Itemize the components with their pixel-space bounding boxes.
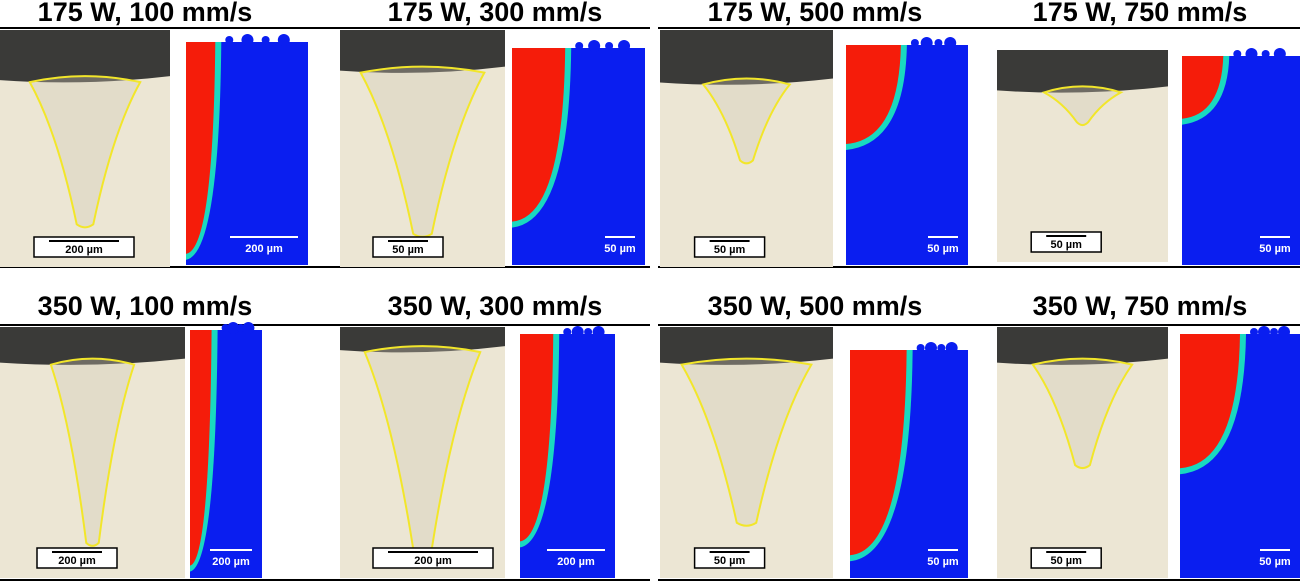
- simulation-scale-label: 50 µm: [927, 556, 959, 568]
- spatter: [1250, 328, 1258, 336]
- micrograph-dark-region: [660, 30, 833, 85]
- panel-title: 175 W, 100 mm/s: [38, 0, 253, 27]
- panel: 350 W, 300 mm/s 200 µm 200 µm: [340, 291, 615, 578]
- simulation-scale-label: 50 µm: [1259, 556, 1291, 568]
- simulation-scale-label: 200 µm: [212, 556, 250, 568]
- spatter: [937, 344, 946, 352]
- spatter: [1258, 326, 1270, 338]
- melt-pool-outline: [1031, 357, 1134, 470]
- spatter: [277, 34, 290, 46]
- spatter: [1278, 326, 1290, 338]
- spatter: [1245, 48, 1258, 60]
- melt-pool-outline: [680, 357, 813, 527]
- spatter: [584, 328, 593, 336]
- simulation-scale-label: 200 µm: [245, 243, 283, 255]
- simulation-liquid: [846, 45, 901, 144]
- spatter: [618, 40, 631, 52]
- panel-title: 350 W, 300 mm/s: [388, 291, 603, 321]
- spatter: [575, 42, 584, 50]
- micrograph-scale-label: 200 µm: [65, 244, 103, 256]
- micrograph-dark-region: [340, 327, 505, 353]
- spatter: [571, 326, 584, 338]
- micrograph-dark-region: [340, 30, 505, 73]
- micrograph-dark-region: [997, 50, 1168, 93]
- micrograph-dark-region: [660, 327, 833, 365]
- melt-pool-outline: [28, 75, 142, 229]
- spatter: [1273, 48, 1286, 60]
- spatter: [944, 37, 957, 49]
- micrograph-scale-label: 200 µm: [414, 555, 452, 567]
- spatter: [225, 36, 234, 44]
- spatter: [1233, 50, 1242, 58]
- spatter: [1270, 328, 1278, 336]
- spatter: [910, 39, 919, 47]
- micrograph: [997, 327, 1168, 578]
- melt-pool-outline: [1041, 85, 1124, 127]
- simulation-liquid: [850, 350, 907, 556]
- spatter: [592, 326, 605, 338]
- panel-title: 350 W, 500 mm/s: [708, 291, 923, 321]
- spatter: [934, 39, 943, 47]
- spatter: [588, 40, 601, 52]
- panel: 175 W, 750 mm/s 50 µm 50 µm: [997, 0, 1300, 265]
- panel: 350 W, 500 mm/s 50 µm 50 µm: [660, 291, 968, 578]
- micrograph: [340, 327, 505, 578]
- simulation-liquid: [520, 334, 554, 542]
- melt-pool-outline: [49, 357, 136, 547]
- panel-title: 175 W, 500 mm/s: [708, 0, 923, 27]
- micrograph-scale-label: 50 µm: [714, 244, 746, 256]
- spatter: [605, 42, 614, 50]
- panel: 350 W, 100 mm/s 200 µm 200 µm: [0, 291, 262, 578]
- micrograph: [660, 327, 833, 578]
- simulation-liquid: [186, 42, 216, 254]
- simulation-liquid: [512, 48, 566, 222]
- micrograph-scale-label: 50 µm: [1050, 555, 1082, 567]
- panel-title: 350 W, 750 mm/s: [1033, 291, 1248, 321]
- micrograph-scale-label: 200 µm: [58, 555, 96, 567]
- simulation-scale-label: 50 µm: [927, 243, 959, 255]
- panel-title: 175 W, 750 mm/s: [1033, 0, 1248, 27]
- micrograph: [0, 327, 185, 578]
- micrograph-dark-region: [0, 327, 185, 365]
- spatter: [227, 322, 240, 334]
- spatter: [242, 322, 255, 334]
- spatter: [261, 36, 270, 44]
- melt-pool-outline: [701, 77, 792, 165]
- panel: 350 W, 750 mm/s 50 µm 50 µm: [997, 291, 1300, 578]
- spatter: [945, 342, 958, 354]
- micrograph-scale-label: 50 µm: [392, 244, 424, 256]
- simulation-liquid: [1182, 56, 1224, 119]
- spatter: [241, 34, 254, 46]
- simulation-scale-label: 50 µm: [604, 243, 636, 255]
- micrograph-dark-region: [997, 327, 1168, 365]
- simulation-liquid: [1180, 334, 1240, 469]
- panel-title: 175 W, 300 mm/s: [388, 0, 603, 27]
- spatter: [924, 342, 937, 354]
- melt-pool-outline: [359, 65, 486, 238]
- spatter: [916, 344, 925, 352]
- melt-pool-outline: [363, 345, 482, 557]
- simulation-liquid: [190, 330, 212, 566]
- micrograph-dark-region: [0, 30, 170, 83]
- panel-title: 350 W, 100 mm/s: [38, 291, 253, 321]
- panel: 175 W, 500 mm/s 50 µm 50 µm: [660, 0, 968, 267]
- micrograph-scale-label: 50 µm: [714, 555, 746, 567]
- simulation-scale-label: 200 µm: [557, 556, 595, 568]
- simulation-scale-label: 50 µm: [1259, 243, 1291, 255]
- panel: 175 W, 100 mm/s 200 µm 200 µm: [0, 0, 308, 267]
- panel: 175 W, 300 mm/s 50 µm 50 µm: [340, 0, 645, 267]
- spatter: [563, 328, 572, 336]
- spatter: [1261, 50, 1270, 58]
- spatter: [920, 37, 933, 49]
- micrograph-scale-label: 50 µm: [1050, 239, 1082, 251]
